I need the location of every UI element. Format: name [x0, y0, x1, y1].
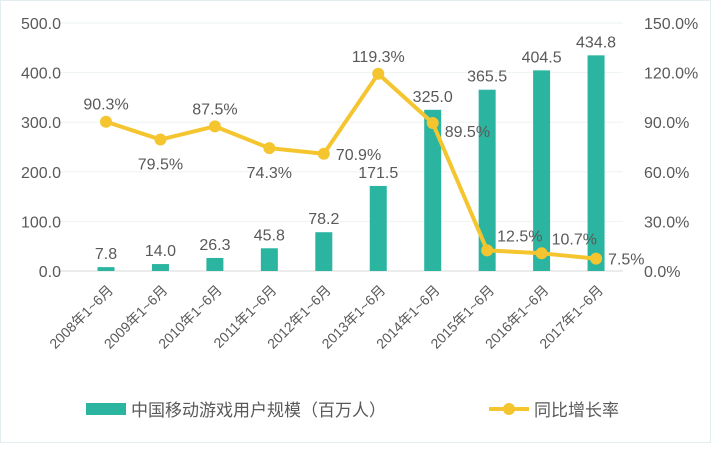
line-data-label: 12.5% [497, 228, 542, 245]
y-right-tick-label: 30.0% [644, 214, 689, 231]
growth-point [535, 247, 548, 260]
bar-data-label: 26.3 [199, 237, 230, 254]
bar-data-label: 325.0 [413, 89, 453, 106]
bar-data-label: 365.5 [467, 69, 507, 86]
growth-point [154, 133, 167, 146]
line-data-label: 10.7% [552, 231, 597, 248]
bar-data-label: 45.8 [254, 227, 285, 244]
legend-line-marker [503, 403, 515, 415]
bar-data-label: 7.8 [95, 246, 117, 263]
y-left-tick-label: 500.0 [21, 16, 61, 33]
bar [151, 264, 169, 271]
bar [97, 267, 115, 271]
line-data-label: 87.5% [192, 101, 237, 118]
y-left-tick-label: 0.0 [39, 264, 61, 281]
y-right-tick-label: 60.0% [644, 165, 689, 182]
growth-line [105, 71, 597, 261]
line-data-label: 74.3% [247, 165, 292, 182]
line-data-label: 119.3% [352, 49, 405, 66]
line-data-label: 79.5% [138, 157, 183, 174]
line-data-label: 89.5% [445, 124, 490, 141]
bar [587, 55, 605, 271]
bar [315, 232, 333, 271]
bar [369, 185, 387, 271]
y-left-tick-label: 100.0 [21, 214, 61, 231]
growth-point [590, 252, 603, 265]
y-right-tick-label: 0.0% [644, 264, 680, 281]
bar [533, 70, 551, 271]
y-left-tick-label: 400.0 [21, 66, 61, 83]
bar-data-label: 171.5 [358, 165, 398, 182]
y-right-tick-label: 150.0% [644, 16, 698, 33]
bar-data-label: 78.2 [308, 211, 339, 228]
y-right-tick-label: 90.0% [644, 115, 689, 132]
bar-data-label: 14.0 [145, 243, 176, 260]
bar [260, 248, 278, 271]
legend-bar-label: 中国移动游戏用户规模（百万人） [131, 401, 386, 420]
bar-data-label: 434.8 [576, 34, 616, 51]
growth-point [426, 117, 439, 130]
bar [478, 89, 496, 271]
bar [206, 257, 224, 271]
growth-point [481, 244, 494, 257]
y-left-tick-label: 200.0 [21, 165, 61, 182]
line-data-label: 7.5% [608, 252, 644, 269]
bar [424, 109, 442, 271]
growth-point [208, 120, 221, 133]
growth-point [263, 142, 276, 155]
growth-point [317, 147, 330, 160]
line-data-label: 70.9% [336, 147, 381, 164]
bar-data-label: 404.5 [522, 49, 562, 66]
line-data-label: 90.3% [83, 97, 128, 114]
y-right-tick-label: 120.0% [644, 66, 698, 83]
legend-bar-swatch [86, 403, 126, 415]
growth-point [100, 115, 112, 128]
legend-line-label: 同比增长率 [534, 401, 619, 420]
growth-point [372, 67, 385, 80]
y-left-tick-label: 300.0 [21, 115, 61, 132]
